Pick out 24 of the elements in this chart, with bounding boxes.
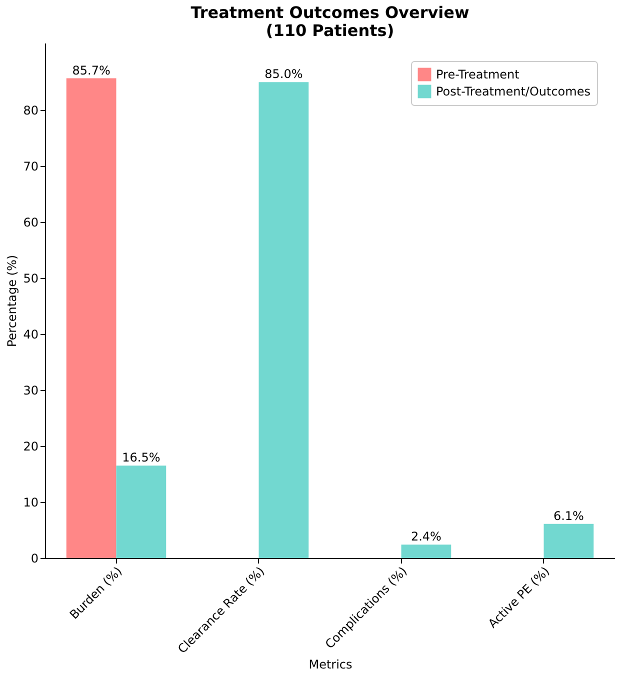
y-tick-label: 0 — [30, 552, 38, 566]
y-tick-label: 80 — [23, 104, 38, 118]
data-label: 6.1% — [553, 508, 584, 523]
data-label: 2.4% — [410, 530, 442, 544]
data-label: 16.5% — [122, 450, 160, 465]
legend-label: Post-Treatment/Outcomes — [436, 84, 590, 98]
y-tick-label: 20 — [23, 440, 38, 454]
bar — [401, 544, 452, 558]
y-tick-label: 40 — [23, 328, 38, 342]
y-tick-label: 30 — [23, 384, 38, 398]
data-label: 85.7% — [72, 63, 110, 78]
x-axis-title: Metrics — [308, 657, 352, 672]
y-axis-title: Percentage (%) — [5, 254, 20, 348]
legend-label: Pre-Treatment — [436, 68, 520, 82]
bar — [66, 78, 116, 558]
chart-title: Treatment Outcomes Overview (110 Patients) — [190, 3, 470, 40]
data-label: 85.0% — [264, 67, 303, 82]
y-tick-label: 60 — [23, 216, 38, 230]
bar — [544, 524, 594, 558]
y-tick-label: 10 — [23, 496, 38, 510]
bar — [116, 466, 166, 558]
y-tick-label: 50 — [23, 272, 38, 286]
y-tick-label: 70 — [23, 160, 38, 174]
bar — [258, 82, 309, 558]
